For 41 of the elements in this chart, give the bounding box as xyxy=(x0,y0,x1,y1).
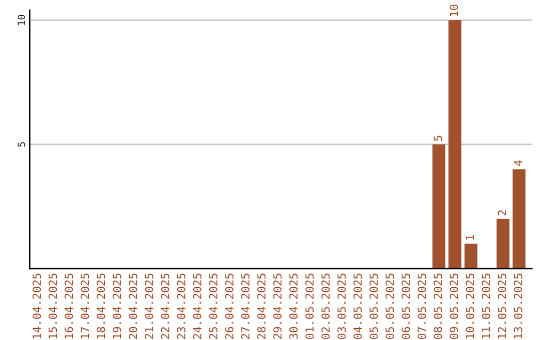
x-tick-label: 03.05.2025 xyxy=(337,274,346,339)
bar xyxy=(464,244,478,269)
data-label: 10 xyxy=(450,4,458,16)
x-tick-label: 28.04.2025 xyxy=(257,274,266,339)
x-tick-label: 12.05.2025 xyxy=(498,274,506,338)
x-tick-label: 01.05.2025 xyxy=(305,274,314,339)
x-tick-label: 17.04.2025 xyxy=(80,274,90,338)
x-tick-label: 06.05.2025 xyxy=(402,274,410,339)
x-tick-label: 22.04.2025 xyxy=(160,274,170,339)
x-tick-label: 19.04.2025 xyxy=(112,274,122,338)
x-tick-label: 08.05.2025 xyxy=(434,274,442,339)
x-tick-label: 23.04.2025 xyxy=(176,274,186,339)
bar xyxy=(512,169,526,269)
bar xyxy=(448,20,462,269)
x-tick-label: 14.04.2025 xyxy=(32,274,41,338)
data-label: 5 xyxy=(434,136,442,141)
x-tick-label: 07.05.2025 xyxy=(418,274,426,339)
x-tick-label: 09.05.2025 xyxy=(450,274,458,339)
data-label: 1 xyxy=(466,235,474,240)
x-tick-label: 13.05.2025 xyxy=(514,274,522,338)
bar xyxy=(496,218,510,269)
x-tick-label: 25.04.2025 xyxy=(209,274,218,339)
x-tick-label: 02.05.2025 xyxy=(321,274,330,339)
x-tick-label: 18.04.2025 xyxy=(96,274,106,338)
x-tick-label: 27.04.2025 xyxy=(241,274,250,339)
data-label: 2 xyxy=(498,210,506,216)
x-tick-label: 15.04.2025 xyxy=(48,274,58,338)
bar xyxy=(432,144,446,269)
x-tick-label: 16.04.2025 xyxy=(64,274,74,338)
x-tick-label: 05.05.2025 xyxy=(370,274,378,339)
x-tick-label: 30.04.2025 xyxy=(289,274,298,339)
x-tick-label: 21.04.2025 xyxy=(144,274,154,339)
x-tick-label: 26.04.2025 xyxy=(225,274,234,339)
x-tick-label: 24.04.2025 xyxy=(193,274,202,339)
x-tick-label: 29.04.2025 xyxy=(273,274,282,339)
x-tick-label: 10.05.2025 xyxy=(466,274,474,338)
x-tick-label: 05.05.2025 xyxy=(386,274,394,339)
data-label: 4 xyxy=(514,160,522,166)
x-tick-label: 04.05.2025 xyxy=(353,274,362,339)
x-tick-label: 20.04.2025 xyxy=(128,274,138,339)
x-tick-label: 11.05.2025 xyxy=(482,274,490,338)
